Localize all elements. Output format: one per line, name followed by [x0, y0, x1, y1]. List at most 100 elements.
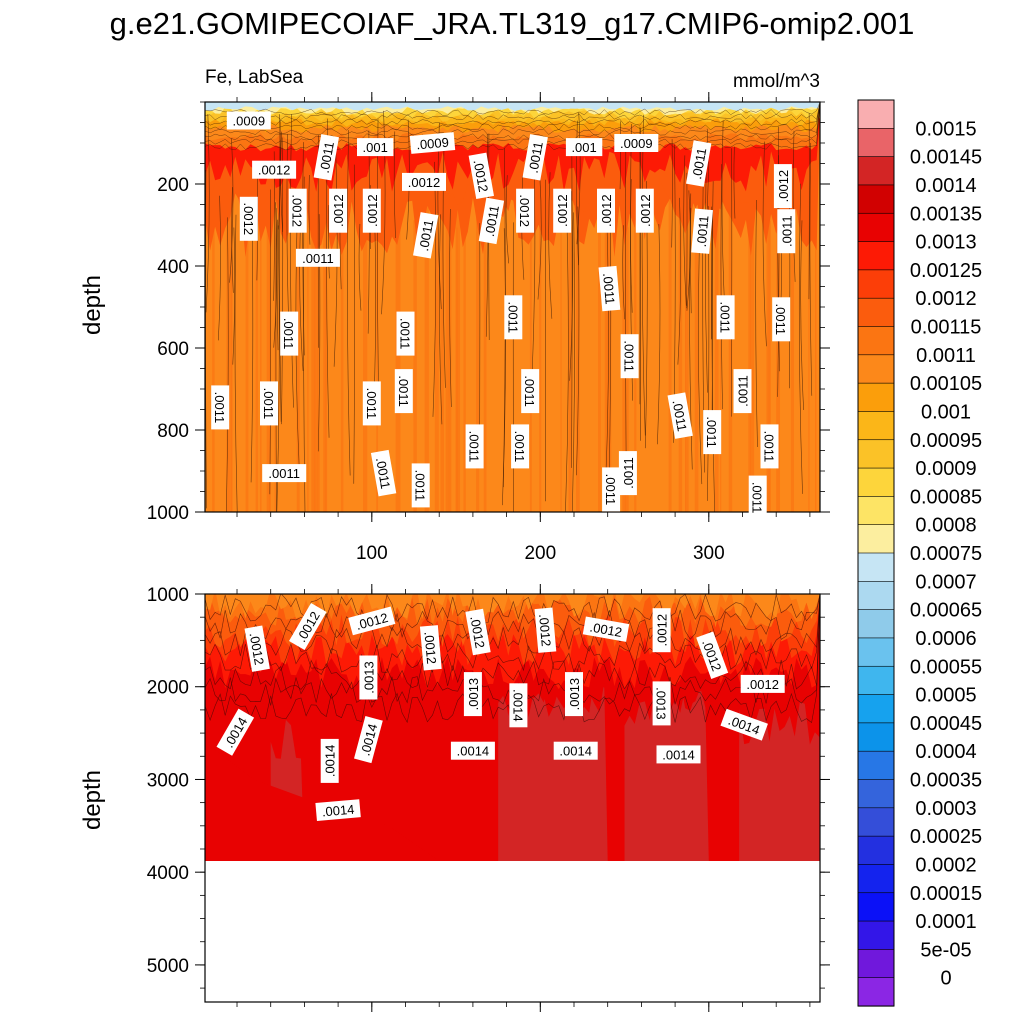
- colorbar-label: 0.0009: [915, 458, 976, 480]
- contour-label-text: .0011: [396, 375, 411, 407]
- colorbar-label: 0.00035: [910, 770, 982, 792]
- contour-label-text: .0011: [413, 470, 428, 502]
- contour-label-text: .0011: [762, 431, 777, 463]
- contour-label: .0012: [240, 197, 258, 241]
- contour-label-text: .0011: [750, 482, 765, 514]
- contour-label: .0011: [777, 209, 795, 253]
- colorbar: 0.00150.001450.00140.001350.00130.001250…: [858, 100, 982, 1006]
- contour-label: .0011: [749, 476, 767, 520]
- contour-label: .0014: [509, 683, 527, 727]
- contour-label-text: .0014: [457, 744, 490, 759]
- colorbar-label: 0.00145: [910, 147, 982, 169]
- colorbar-label: 0.00025: [910, 826, 982, 848]
- colorbar-label: 0.0013: [915, 232, 976, 254]
- colorbar-label: 0.00075: [910, 543, 982, 565]
- contour-label: .0012: [420, 625, 442, 670]
- panel-top-left-label: Fe, LabSea: [205, 67, 304, 88]
- y-tick-label: 400: [157, 257, 189, 278]
- x-tick-label: 200: [524, 543, 556, 564]
- colorbar-box: [858, 100, 894, 129]
- colorbar-box: [858, 496, 894, 525]
- contour-label: .0012: [252, 161, 296, 179]
- colorbar-box: [858, 921, 894, 950]
- colorbar-label: 0.00095: [910, 430, 982, 452]
- y-tick-label: 2000: [147, 678, 189, 699]
- contour-label: .0011: [619, 451, 637, 495]
- contour-label: .0014: [451, 742, 495, 760]
- contour-label-text: .0012: [599, 194, 614, 227]
- contour-label-text: .0012: [746, 677, 779, 692]
- colorbar-box: [858, 355, 894, 384]
- contour-label: .0011: [466, 424, 484, 468]
- contour-label: .0011: [262, 464, 306, 482]
- contour-label: .0012: [363, 189, 381, 233]
- y-tick-label: 600: [157, 339, 189, 360]
- top-streak: [440, 179, 444, 512]
- contour-label-text: .0011: [779, 215, 794, 247]
- contour-label: .0011: [260, 381, 278, 425]
- top-streak: [449, 225, 452, 512]
- colorbar-box: [858, 638, 894, 667]
- contour-label: .001: [566, 138, 602, 156]
- colorbar-box: [858, 213, 894, 242]
- contour-label: .0012: [597, 189, 615, 233]
- contour-label: .0012: [516, 189, 534, 233]
- contour-label-text: .0011: [261, 388, 276, 420]
- colorbar-label: 5e-05: [920, 939, 971, 961]
- top-streak: [715, 217, 719, 512]
- contour-label-text: .0011: [600, 272, 618, 305]
- colorbar-box: [858, 751, 894, 780]
- contour-label: .0011: [599, 266, 621, 311]
- colorbar-label: 0: [940, 968, 951, 990]
- contour-label: .0011: [521, 369, 539, 413]
- contour-label: .0011: [296, 249, 340, 267]
- contour-label-text: .0011: [522, 375, 537, 407]
- contour-label: .0011: [211, 385, 229, 429]
- top-streak: [456, 228, 458, 512]
- contour-label-text: .0012: [421, 631, 439, 665]
- contour-label-text: .0014: [323, 745, 338, 778]
- y-tick-label: 3000: [147, 770, 189, 791]
- contour-label-text: .0011: [621, 457, 636, 489]
- contour-label: .0013: [653, 681, 671, 725]
- contour-label-text: .0012: [290, 194, 305, 227]
- contour-label-text: .0011: [773, 304, 788, 336]
- contour-label-text: .0011: [505, 302, 520, 334]
- contour-label-text: .0011: [281, 318, 296, 350]
- contour-label-text: .0012: [408, 175, 441, 190]
- contour-label: .0013: [359, 656, 377, 700]
- colorbar-box: [858, 468, 894, 497]
- y-tick-label: 1000: [147, 585, 189, 606]
- contour-label-text: .0012: [638, 194, 653, 227]
- colorbar-box: [858, 553, 894, 582]
- contour-label: .0012: [636, 189, 654, 233]
- colorbar-box: [858, 808, 894, 837]
- top-streak: [212, 203, 215, 512]
- contour-label-text: .0012: [241, 203, 256, 236]
- contour-label-text: .0012: [517, 194, 532, 227]
- contour-label-text: .0012: [555, 194, 570, 227]
- colorbar-box: [858, 893, 894, 922]
- colorbar-label: 0.0001: [915, 911, 976, 933]
- colorbar-label: 0.0004: [915, 741, 976, 763]
- colorbar-label: 0.0012: [915, 288, 976, 310]
- contour-label-text: .0012: [365, 194, 380, 227]
- colorbar-box: [858, 610, 894, 639]
- y-tick-label: 800: [157, 421, 189, 442]
- contour-label: .0011: [734, 369, 752, 413]
- contour-label-text: .0009: [233, 114, 266, 129]
- contour-label-text: .0011: [704, 416, 719, 448]
- colorbar-label: 0.0005: [915, 685, 976, 707]
- contour-label: .0011: [602, 467, 620, 511]
- contour-label-text: .0011: [268, 466, 300, 481]
- contour-label-text: .0011: [467, 431, 482, 463]
- colorbar-box: [858, 298, 894, 327]
- contour-label-text: .0009: [416, 135, 450, 153]
- colorbar-label: 0.00085: [910, 486, 982, 508]
- colorbar-label: 0.00045: [910, 713, 982, 735]
- contour-label: .0009: [614, 134, 658, 152]
- contour-label: .001: [357, 138, 393, 156]
- contour-label-text: .0011: [512, 431, 527, 463]
- contour-label-text: .0011: [398, 318, 413, 350]
